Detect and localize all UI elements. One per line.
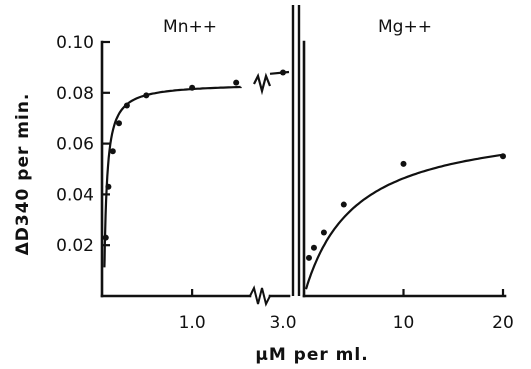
left-panel-title: Mn++ [163, 17, 217, 37]
right-panel-title: Mg++ [378, 17, 432, 37]
x-tick-label: 20 [492, 313, 514, 333]
data-point [105, 183, 112, 190]
data-point [280, 69, 286, 76]
y-axis-title: ΔD340 per min. [13, 93, 33, 256]
left-x-ticks: 1.0 3.0 [179, 289, 297, 333]
data-point [109, 148, 116, 155]
left-panel: Mn++ 0.02 0.04 0.06 0.08 0.10 1.0 3.0 [56, 17, 296, 333]
data-point [123, 102, 130, 109]
y-tick-label: 0.04 [56, 185, 94, 205]
curve-break-icon [253, 72, 272, 96]
left-fit-curve [103, 85, 242, 268]
data-point [320, 229, 327, 236]
data-point [400, 160, 407, 167]
left-fit-curve-tail [269, 70, 290, 75]
x-axis-title: μM per ml. [255, 345, 368, 365]
data-point [189, 84, 196, 91]
right-fit-curve [304, 153, 504, 290]
right-x-ticks: 10 20 [393, 289, 514, 333]
y-tick-label: 0.08 [56, 84, 94, 104]
y-tick-label: 0.06 [56, 135, 94, 155]
left-data-points [102, 69, 286, 241]
data-point [310, 244, 317, 251]
data-point [143, 92, 150, 99]
x-break-tick-label: 3.0 [269, 313, 296, 333]
y-tick-label: 0.02 [56, 236, 94, 256]
data-point [102, 234, 109, 241]
data-point [233, 79, 240, 86]
x-axis-break-icon [248, 285, 272, 307]
y-tick-label: 0.10 [56, 33, 94, 53]
data-point [340, 201, 347, 208]
x-tick-label: 10 [393, 313, 415, 333]
data-point [305, 254, 312, 261]
left-y-ticks: 0.02 0.04 0.06 0.08 0.10 [56, 33, 110, 256]
data-point [500, 153, 506, 160]
right-data-points [305, 153, 506, 261]
data-point [115, 120, 122, 127]
right-panel: Mg++ 10 20 [302, 17, 514, 333]
x-tick-label: 1.0 [179, 313, 206, 333]
